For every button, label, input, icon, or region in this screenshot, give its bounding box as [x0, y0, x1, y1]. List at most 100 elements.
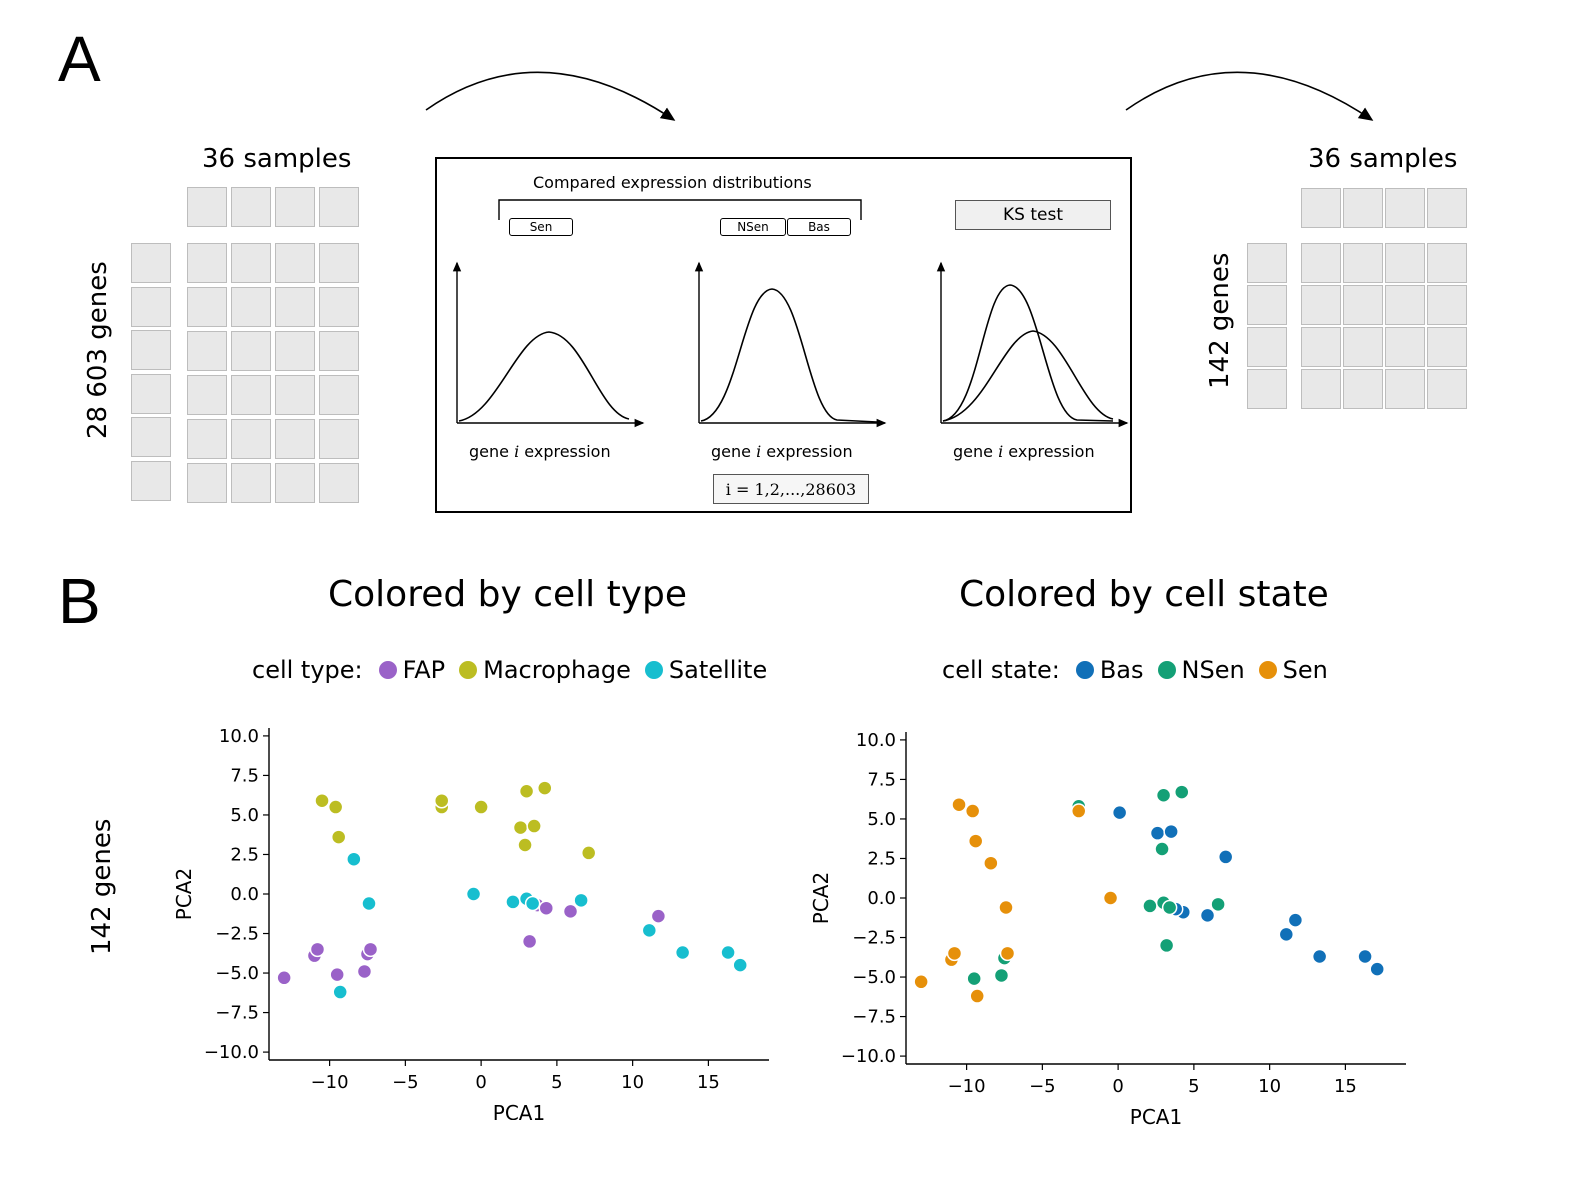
chart1-legend: cell type: FAP Macrophage Satellite	[252, 656, 767, 684]
y-tick-label: 5.0	[867, 809, 896, 830]
y-tick-label: −10.0	[841, 1046, 896, 1067]
y-tick-label: 7.5	[867, 769, 896, 790]
point-fap	[521, 933, 538, 950]
point-macrophage	[518, 783, 535, 799]
matrix-cell	[1343, 243, 1383, 283]
point-macrophage	[537, 780, 553, 796]
matrix-cell	[1427, 243, 1467, 283]
plot3-xlabel: gene i expression	[953, 442, 1095, 461]
point-nsen	[1154, 841, 1170, 857]
point-satellite	[573, 892, 589, 909]
tag-nsen: NSen	[720, 218, 786, 236]
matrix-cell	[187, 287, 227, 327]
y-tick-label: −7.5	[852, 1007, 896, 1028]
y-tick-label: 10.0	[219, 726, 259, 747]
point-nsen	[966, 970, 982, 987]
matrix-cell	[1427, 285, 1467, 325]
matrix-cell	[1343, 327, 1383, 367]
right-matrix-cols-label: 36 samples	[1308, 144, 1458, 174]
left-matrix-cols-label: 36 samples	[202, 144, 352, 174]
tag-bas: Bas	[787, 218, 851, 236]
row-header-cell	[131, 243, 171, 283]
panel-b-side-label: 142 genes	[87, 818, 117, 955]
legend-nsen-label: NSen	[1181, 656, 1245, 684]
point-fap	[562, 903, 579, 920]
plot1-xlabel: gene i expression	[469, 442, 611, 461]
tag-sen: Sen	[509, 218, 573, 236]
matrix-cell	[1385, 369, 1425, 409]
row-header-cell	[131, 417, 171, 457]
point-bas	[1163, 823, 1179, 840]
comparison-bracket	[498, 199, 862, 220]
x-tick-label: −5	[392, 1072, 419, 1093]
point-satellite	[732, 957, 748, 973]
legend-macrophage-label: Macrophage	[483, 656, 631, 684]
column-header-cell	[1301, 188, 1341, 228]
y-tick-label: 2.5	[867, 848, 896, 869]
column-header-cell	[1385, 188, 1425, 228]
row-header-cell	[131, 286, 171, 327]
matrix-cell	[187, 331, 227, 371]
legend-sen-label: Sen	[1282, 656, 1328, 684]
point-sen	[946, 945, 963, 962]
point-fap	[362, 941, 379, 958]
point-bas	[1217, 849, 1234, 865]
x-tick-label: 15	[697, 1072, 720, 1093]
y-tick-label: 0.0	[867, 888, 896, 909]
matrix-cell	[187, 419, 227, 459]
legend-fap-dot	[378, 661, 397, 679]
point-fap	[276, 970, 292, 986]
chart1-title: Colored by cell type	[328, 574, 688, 615]
matrix-cell	[1301, 327, 1341, 367]
point-nsen	[993, 967, 1010, 984]
center-graphics	[452, 199, 1129, 428]
legend-bas-dot	[1075, 661, 1094, 679]
y-tick-label: 7.5	[230, 765, 259, 786]
column-header-cell	[319, 187, 359, 227]
point-satellite	[674, 944, 691, 961]
matrix-cell	[1343, 369, 1383, 409]
matrix-cell	[1301, 285, 1341, 325]
matrix-cell	[275, 375, 315, 415]
matrix-cell	[231, 375, 271, 415]
matrix-cell	[1301, 369, 1341, 409]
matrix-cell	[231, 419, 271, 459]
column-header-cell	[231, 187, 271, 227]
point-nsen	[1158, 937, 1175, 954]
legend-macrophage-dot	[459, 661, 478, 679]
x-axis-label: PCA1	[1130, 1105, 1182, 1129]
x-tick-label: 10	[1258, 1076, 1281, 1097]
plot2-xlabel: gene i expression	[711, 442, 853, 461]
point-macrophage	[327, 799, 344, 815]
point-fap	[329, 966, 345, 983]
matrix-cell	[1385, 327, 1425, 367]
x-axis-label: PCA1	[493, 1101, 545, 1120]
x-tick-label: 5	[551, 1072, 562, 1093]
column-header-cell	[1343, 188, 1383, 228]
point-sen	[913, 974, 929, 990]
point-satellite	[641, 922, 658, 939]
x-tick-label: 0	[475, 1072, 486, 1093]
legend-satellite-dot	[644, 661, 663, 679]
matrix-cell	[187, 463, 227, 503]
y-tick-label: 5.0	[230, 805, 259, 826]
chart1-scatter: 10.0 7.5 5.0 2.5 0.0 −2.5 −5.0 −7.5 −10.0 −10 −5 0 5…	[172, 726, 769, 1120]
chart2-title: Colored by cell state	[959, 574, 1329, 615]
matrix-cell	[231, 287, 271, 327]
matrix-cell	[319, 419, 359, 459]
matrix-cell	[275, 419, 315, 459]
point-bas	[1199, 907, 1216, 924]
column-header-cell	[1427, 188, 1467, 228]
y-tick-label: −5.0	[215, 963, 259, 984]
point-satellite	[505, 894, 521, 910]
legend-bas-label: Bas	[1099, 656, 1144, 684]
point-satellite	[465, 886, 482, 902]
column-header-cell	[187, 187, 227, 227]
matrix-cell	[319, 331, 359, 371]
matrix-cell	[231, 331, 271, 371]
y-axis-label: PCA2	[172, 868, 196, 920]
x-tick-label: 0	[1112, 1076, 1123, 1097]
plot2-nsen-bas-curve	[700, 288, 878, 423]
point-bas	[1287, 912, 1304, 928]
point-bas	[1357, 948, 1373, 965]
